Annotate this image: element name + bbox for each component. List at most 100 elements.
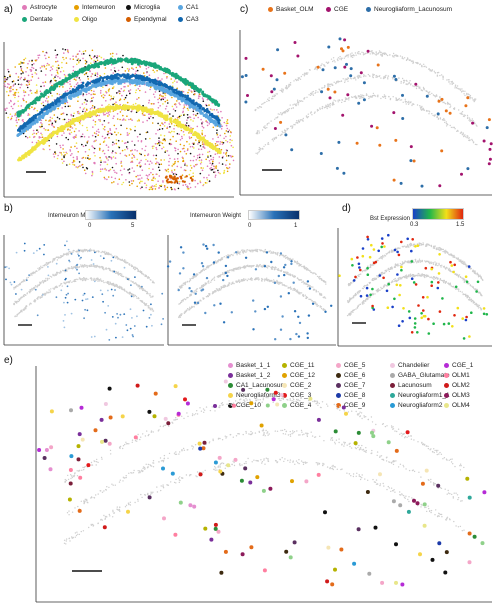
cell-point xyxy=(66,101,69,104)
highlight-cell xyxy=(412,159,416,163)
cell-point xyxy=(14,94,16,96)
cell-point xyxy=(96,55,99,58)
background-cell xyxy=(355,54,357,56)
cell-point xyxy=(142,114,145,116)
cell-point xyxy=(185,104,188,106)
cell-point xyxy=(107,149,110,152)
cell-point xyxy=(34,107,36,110)
cell-point xyxy=(221,141,223,143)
cell-point xyxy=(17,76,20,78)
background-cell xyxy=(416,85,418,88)
highlight-cell xyxy=(321,68,325,72)
cell-point xyxy=(145,68,148,70)
cell-point xyxy=(228,166,231,169)
cell-point xyxy=(111,55,114,58)
cell-point xyxy=(4,78,7,80)
cell-point xyxy=(199,172,202,175)
cell-point xyxy=(73,72,77,76)
background-cell xyxy=(261,148,264,150)
cell-point xyxy=(19,86,21,89)
cell-point xyxy=(168,160,170,163)
background-cell xyxy=(296,99,299,101)
cell-point xyxy=(121,174,123,176)
legend-label: Astrocyte xyxy=(30,4,58,11)
legend-swatch xyxy=(366,7,371,12)
background-cell xyxy=(332,57,335,59)
cell-point xyxy=(66,113,68,116)
cell-point xyxy=(39,114,43,118)
background-cell xyxy=(421,64,423,67)
cell-point xyxy=(31,76,34,78)
background-cell xyxy=(393,54,396,57)
cell-point xyxy=(108,88,111,90)
cell-point xyxy=(228,129,231,131)
background-cell xyxy=(337,99,339,102)
cell-point xyxy=(164,94,167,97)
background-cell xyxy=(282,131,284,134)
cell-point xyxy=(77,86,81,90)
cell-point xyxy=(119,118,121,121)
cell-point xyxy=(225,130,228,132)
e-legend-item: OLM4 xyxy=(444,402,470,409)
cell-point xyxy=(73,164,76,166)
cell-point xyxy=(91,134,94,137)
cell-point xyxy=(40,70,43,72)
cell-point xyxy=(93,56,95,59)
cell-point xyxy=(57,154,59,157)
legend-label: CA1 xyxy=(186,4,199,11)
panel-label-c: c) xyxy=(240,4,249,15)
cell-point xyxy=(187,91,189,94)
cell-point xyxy=(112,52,114,55)
cell-point xyxy=(22,89,25,92)
background-cell xyxy=(468,119,470,122)
cell-point xyxy=(44,54,46,57)
cell-point xyxy=(107,146,110,148)
cell-point xyxy=(139,174,141,177)
e-legend-item: CGE_10 xyxy=(228,402,261,409)
cell-point xyxy=(101,135,104,138)
cell-point xyxy=(190,118,192,121)
cell-point xyxy=(45,138,49,142)
cell-point xyxy=(180,114,182,117)
cell-point xyxy=(115,53,118,55)
cell-point xyxy=(196,125,199,128)
cell-point xyxy=(144,163,147,165)
highlight-cell xyxy=(394,138,398,142)
cell-point xyxy=(188,143,191,145)
cell-point xyxy=(128,60,132,64)
cell-point xyxy=(81,53,83,55)
background-cell xyxy=(329,85,331,88)
background-cell xyxy=(468,93,470,96)
cell-point xyxy=(106,112,108,115)
background-cell xyxy=(365,75,367,77)
cell-point xyxy=(107,132,110,135)
background-cell xyxy=(258,130,260,132)
cell-point xyxy=(169,131,172,134)
cell-point xyxy=(71,161,74,164)
cell-point xyxy=(43,85,45,87)
background-cell xyxy=(286,129,288,131)
cell-point xyxy=(91,84,94,87)
cell-point xyxy=(198,141,200,144)
cell-point xyxy=(54,151,56,153)
cell-point xyxy=(188,89,190,91)
background-cell xyxy=(444,119,446,122)
highlight-cell xyxy=(366,49,370,53)
cell-point xyxy=(137,104,141,108)
background-cell xyxy=(258,146,261,149)
background-cell xyxy=(327,85,329,87)
cell-point xyxy=(110,95,112,97)
cell-point xyxy=(190,100,193,103)
cell-point xyxy=(223,169,226,172)
cell-point xyxy=(150,188,152,190)
highlight-cell xyxy=(437,99,441,103)
cell-point xyxy=(139,89,141,92)
cell-point xyxy=(212,138,214,140)
cell-point xyxy=(152,173,154,176)
cell-point xyxy=(217,122,221,125)
cell-point xyxy=(84,172,87,175)
cell-point xyxy=(126,127,128,130)
background-cell xyxy=(453,107,455,110)
cell-point xyxy=(31,133,34,136)
cell-point xyxy=(173,169,176,171)
